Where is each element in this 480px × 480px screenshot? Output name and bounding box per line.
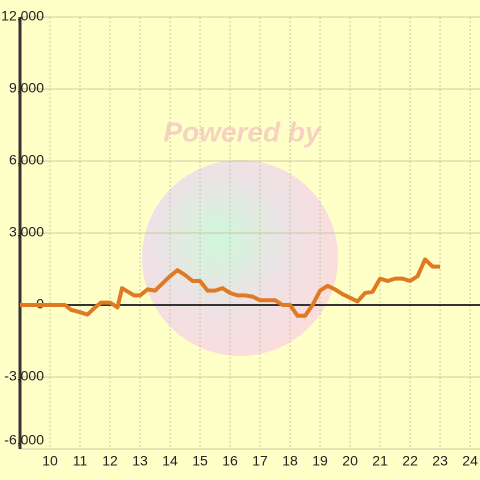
y-tick-label: 3,000: [9, 224, 44, 240]
x-tick-label: 11: [73, 453, 88, 469]
x-tick-label: 16: [222, 453, 238, 469]
x-tick-label: 17: [252, 453, 268, 469]
x-tick-label: 19: [312, 453, 328, 469]
y-tick-label: 9,000: [9, 80, 44, 96]
y-tick-label: -6,000: [4, 432, 44, 448]
x-tick-label: 22: [402, 453, 418, 469]
data-line: [20, 257, 441, 318]
x-tick-label: 23: [432, 453, 448, 469]
x-tick-label: 21: [372, 453, 388, 469]
x-tick-label: 10: [42, 453, 58, 469]
y-tick-label: -3,000: [4, 368, 44, 384]
x-tick-label: 12: [102, 453, 118, 469]
y-tick-label: 12,000: [1, 8, 44, 24]
watermark-text: Powered by: [163, 116, 322, 147]
x-tick-label: 15: [192, 453, 208, 469]
y-tick-label: 6,000: [9, 152, 44, 168]
x-tick-label: 20: [342, 453, 358, 469]
x-tick-label: 13: [132, 453, 148, 469]
x-tick-label: 14: [162, 453, 178, 469]
x-tick-label: 18: [282, 453, 298, 469]
watermark: [142, 160, 338, 356]
x-tick-label: 24: [462, 453, 478, 469]
